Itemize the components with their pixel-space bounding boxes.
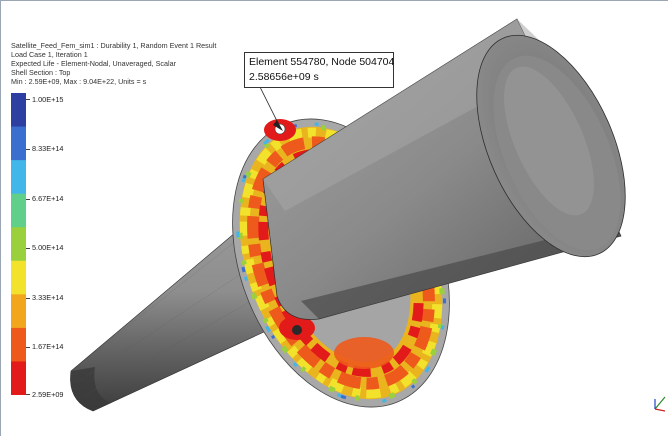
legend-tick-label: 2.59E+09: [32, 390, 64, 399]
legend-tick-label: 1.67E+14: [32, 342, 64, 351]
result-type-label: Expected Life - Element-Nodal, Unaverage…: [11, 59, 177, 68]
shell-section-label: Shell Section : Top: [11, 68, 71, 77]
probe-element-node: Element 554780, Node 504704: [249, 56, 395, 68]
legend-tick-label: 5.00E+14: [32, 243, 64, 252]
view-triad-icon[interactable]: [651, 393, 667, 413]
legend-band: [11, 260, 26, 295]
bolt-hole-bottom: [292, 325, 302, 335]
min-max-label: Min : 2.59E+09, Max : 9.04E+22, Units = …: [11, 77, 147, 86]
probe-value: 2.58656e+09 s: [249, 71, 319, 83]
legend-color-bar: [11, 93, 26, 395]
legend-tick-label: 3.33E+14: [32, 293, 64, 302]
legend-band: [11, 361, 26, 395]
result-title: Satellite_Feed_Fem_sim1 : Durability 1, …: [11, 41, 217, 50]
legend-band: [11, 93, 26, 128]
legend-tick-label: 8.33E+14: [32, 144, 64, 153]
legend-tick-label: 1.00E+15: [32, 95, 64, 104]
legend-band: [11, 160, 26, 195]
legend-band: [11, 126, 26, 161]
legend-band: [11, 193, 26, 228]
probe-annotation[interactable]: Element 554780, Node 504704 2.58656e+09 …: [244, 52, 394, 88]
legend-tick-label: 6.67E+14: [32, 194, 64, 203]
legend-band: [11, 227, 26, 262]
legend-band: [11, 294, 26, 329]
load-case-label: Load Case 1, Iteration 1: [11, 50, 88, 59]
legend-band: [11, 327, 26, 362]
